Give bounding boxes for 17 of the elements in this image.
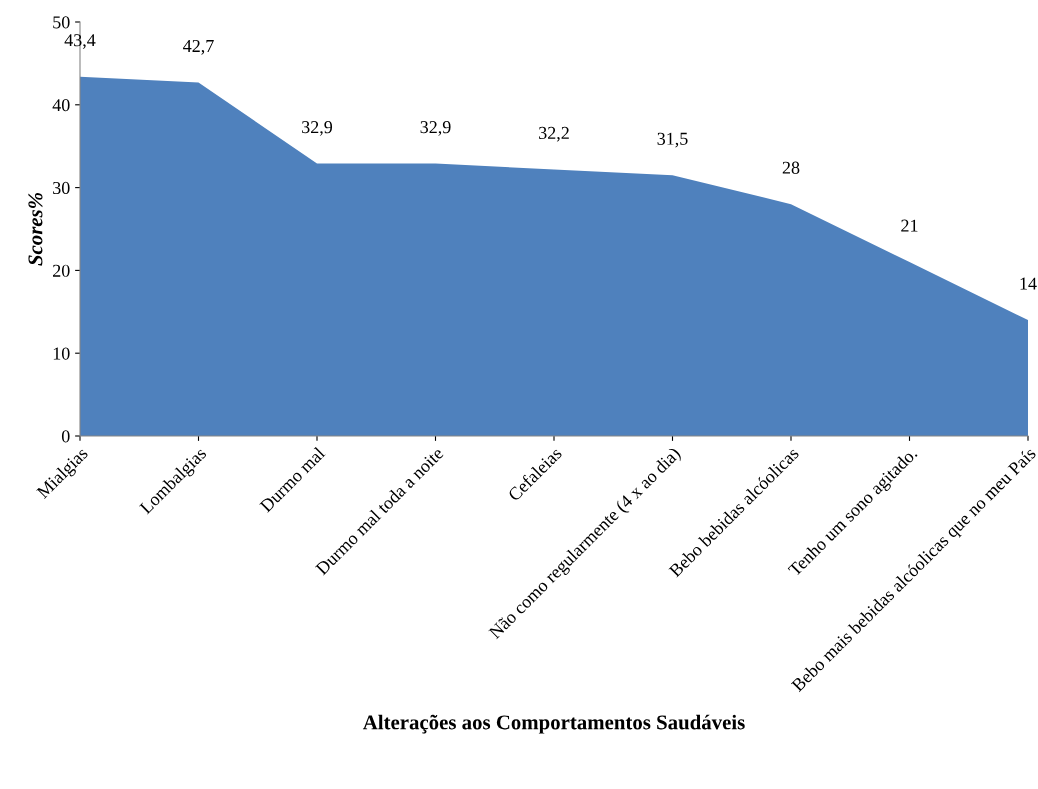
x-axis-title: Alterações aos Comportamentos Saudáveis [362, 714, 745, 734]
y-tick-label: 10 [53, 347, 70, 360]
data-label: 28 [782, 161, 800, 174]
y-tick-label: 20 [53, 264, 70, 277]
data-label: 14 [1020, 277, 1037, 290]
y-axis-title: Scores% [28, 193, 43, 266]
data-label: 32,9 [302, 121, 333, 136]
data-label: 43,4 [64, 34, 96, 49]
y-tick-label: 30 [53, 181, 70, 195]
data-label: 21 [901, 219, 918, 232]
data-label: 32,2 [539, 126, 569, 142]
y-tick-label: 40 [52, 99, 70, 112]
y-tick-label: 0 [61, 430, 70, 443]
data-label: 32,9 [420, 121, 451, 136]
y-tick-label: 50 [53, 16, 70, 29]
data-label: 42,7 [183, 39, 214, 55]
data-label: 31,5 [657, 132, 688, 148]
